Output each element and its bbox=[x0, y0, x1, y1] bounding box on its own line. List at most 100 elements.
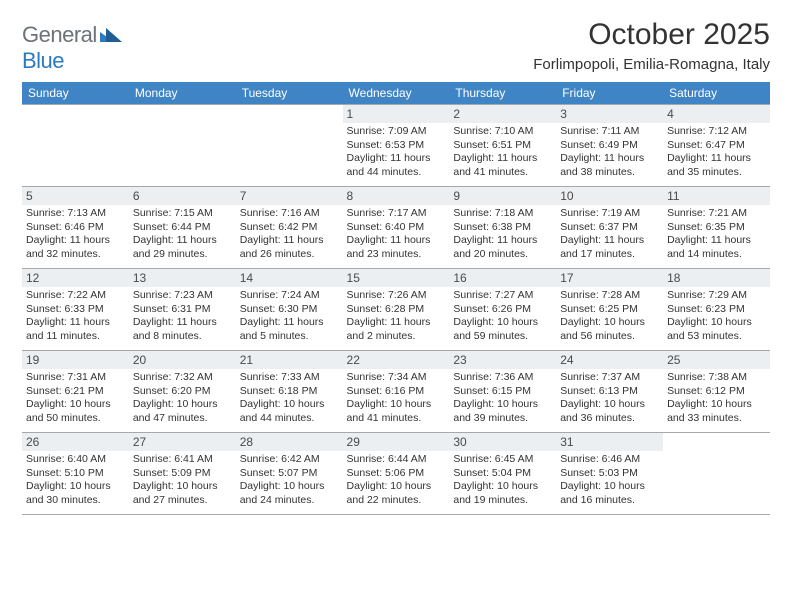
sunrise-text: Sunrise: 7:34 AM bbox=[347, 371, 446, 385]
day-info: Sunrise: 7:10 AMSunset: 6:51 PMDaylight:… bbox=[453, 125, 552, 180]
sunrise-text: Sunrise: 7:32 AM bbox=[133, 371, 232, 385]
sunrise-text: Sunrise: 7:31 AM bbox=[26, 371, 125, 385]
week-row: 5Sunrise: 7:13 AMSunset: 6:46 PMDaylight… bbox=[22, 187, 770, 269]
day-cell: 7Sunrise: 7:16 AMSunset: 6:42 PMDaylight… bbox=[236, 187, 343, 269]
day-header-fri: Friday bbox=[556, 82, 663, 105]
day-cell: 28Sunrise: 6:42 AMSunset: 5:07 PMDayligh… bbox=[236, 433, 343, 515]
sunset-text: Sunset: 5:09 PM bbox=[133, 467, 232, 481]
day-info: Sunrise: 6:44 AMSunset: 5:06 PMDaylight:… bbox=[347, 453, 446, 508]
sunrise-text: Sunrise: 7:12 AM bbox=[667, 125, 766, 139]
sunset-text: Sunset: 6:15 PM bbox=[453, 385, 552, 399]
sunrise-text: Sunrise: 6:42 AM bbox=[240, 453, 339, 467]
day-info: Sunrise: 7:17 AMSunset: 6:40 PMDaylight:… bbox=[347, 207, 446, 262]
daylight-text: Daylight: 10 hours and 39 minutes. bbox=[453, 398, 552, 425]
day-cell: 22Sunrise: 7:34 AMSunset: 6:16 PMDayligh… bbox=[343, 351, 450, 433]
day-cell: 16 Sunrise: 7:27 AMSunset: 6:26 PMDayligh… bbox=[449, 269, 556, 351]
sunset-text: Sunset: 6:12 PM bbox=[667, 385, 766, 399]
day-info: Sunrise: 7:21 AMSunset: 6:35 PMDaylight:… bbox=[667, 207, 766, 262]
sunset-text: Sunset: 6:25 PM bbox=[560, 303, 659, 317]
day-cell: 3Sunrise: 7:11 AMSunset: 6:49 PMDaylight… bbox=[556, 105, 663, 187]
day-cell: 18Sunrise: 7:29 AMSunset: 6:23 PMDayligh… bbox=[663, 269, 770, 351]
day-header-thu: Thursday bbox=[449, 82, 556, 105]
day-info: Sunrise: 7:23 AMSunset: 6:31 PMDaylight:… bbox=[133, 289, 232, 344]
sunrise-text: Sunrise: 7:19 AM bbox=[560, 207, 659, 221]
daylight-text: Daylight: 11 hours and 5 minutes. bbox=[240, 316, 339, 343]
day-info: Sunrise: 7:22 AMSunset: 6:33 PMDaylight:… bbox=[26, 289, 125, 344]
day-cell: 17Sunrise: 7:28 AMSunset: 6:25 PMDayligh… bbox=[556, 269, 663, 351]
day-cell: 13Sunrise: 7:23 AMSunset: 6:31 PMDayligh… bbox=[129, 269, 236, 351]
sunset-text: Sunset: 6:33 PM bbox=[26, 303, 125, 317]
calendar-table: Sunday Monday Tuesday Wednesday Thursday… bbox=[22, 82, 770, 515]
day-cell: 23Sunrise: 7:36 AMSunset: 6:15 PMDayligh… bbox=[449, 351, 556, 433]
day-cell bbox=[22, 105, 129, 187]
sunrise-text: Sunrise: 7:36 AM bbox=[453, 371, 552, 385]
sunrise-text: Sunrise: 7:29 AM bbox=[667, 289, 766, 303]
sunset-text: Sunset: 6:18 PM bbox=[240, 385, 339, 399]
sunrise-text: Sunrise: 7:27 AM bbox=[453, 289, 552, 303]
sunrise-text: Sunrise: 7:33 AM bbox=[240, 371, 339, 385]
day-info: Sunrise: 7:29 AMSunset: 6:23 PMDaylight:… bbox=[667, 289, 766, 344]
weeks-body: 1Sunrise: 7:09 AMSunset: 6:53 PMDaylight… bbox=[22, 105, 770, 515]
day-header-sun: Sunday bbox=[22, 82, 129, 105]
day-info: Sunrise: 7:27 AMSunset: 6:26 PMDaylight:… bbox=[453, 289, 552, 344]
daylight-text: Daylight: 11 hours and 44 minutes. bbox=[347, 152, 446, 179]
sunrise-text: Sunrise: 7:22 AM bbox=[26, 289, 125, 303]
day-info: Sunrise: 6:41 AMSunset: 5:09 PMDaylight:… bbox=[133, 453, 232, 508]
sunset-text: Sunset: 5:03 PM bbox=[560, 467, 659, 481]
day-info: Sunrise: 7:12 AMSunset: 6:47 PMDaylight:… bbox=[667, 125, 766, 180]
day-info: Sunrise: 7:26 AMSunset: 6:28 PMDaylight:… bbox=[347, 289, 446, 344]
day-number: 10 bbox=[556, 187, 663, 205]
daylight-text: Daylight: 10 hours and 59 minutes. bbox=[453, 316, 552, 343]
sunset-text: Sunset: 6:46 PM bbox=[26, 221, 125, 235]
sunset-text: Sunset: 6:47 PM bbox=[667, 139, 766, 153]
day-cell: 14 Sunrise: 7:24 AMSunset: 6:30 PMDayligh… bbox=[236, 269, 343, 351]
day-number: 25 bbox=[663, 351, 770, 369]
day-cell: 6Sunrise: 7:15 AMSunset: 6:44 PMDaylight… bbox=[129, 187, 236, 269]
day-number: 2 bbox=[449, 105, 556, 123]
daylight-text: Daylight: 11 hours and 14 minutes. bbox=[667, 234, 766, 261]
day-number: 8 bbox=[343, 187, 450, 205]
sunrise-text: Sunrise: 7:17 AM bbox=[347, 207, 446, 221]
day-cell: 27Sunrise: 6:41 AMSunset: 5:09 PMDayligh… bbox=[129, 433, 236, 515]
day-info: Sunrise: 7:19 AMSunset: 6:37 PMDaylight:… bbox=[560, 207, 659, 262]
daylight-text: Daylight: 11 hours and 11 minutes. bbox=[26, 316, 125, 343]
logo-triangle-icon bbox=[100, 26, 122, 47]
sunset-text: Sunset: 6:16 PM bbox=[347, 385, 446, 399]
day-info: Sunrise: 7:33 AMSunset: 6:18 PMDaylight:… bbox=[240, 371, 339, 426]
day-cell: 8 Sunrise: 7:17 AMSunset: 6:40 PMDaylight… bbox=[343, 187, 450, 269]
day-number: 9 bbox=[449, 187, 556, 205]
day-number: 6 bbox=[129, 187, 236, 205]
sunrise-text: Sunrise: 7:09 AM bbox=[347, 125, 446, 139]
day-cell: 30Sunrise: 6:45 AMSunset: 5:04 PMDayligh… bbox=[449, 433, 556, 515]
sunset-text: Sunset: 6:40 PM bbox=[347, 221, 446, 235]
sunrise-text: Sunrise: 6:45 AM bbox=[453, 453, 552, 467]
sunset-text: Sunset: 5:10 PM bbox=[26, 467, 125, 481]
day-info: Sunrise: 7:24 AMSunset: 6:30 PMDaylight:… bbox=[240, 289, 339, 344]
day-header-sat: Saturday bbox=[663, 82, 770, 105]
daylight-text: Daylight: 10 hours and 27 minutes. bbox=[133, 480, 232, 507]
day-info: Sunrise: 7:32 AMSunset: 6:20 PMDaylight:… bbox=[133, 371, 232, 426]
daylight-text: Daylight: 11 hours and 26 minutes. bbox=[240, 234, 339, 261]
day-number: 16 bbox=[449, 269, 556, 287]
week-row: 26Sunrise: 6:40 AMSunset: 5:10 PMDayligh… bbox=[22, 433, 770, 515]
week-row: 19Sunrise: 7:31 AMSunset: 6:21 PMDayligh… bbox=[22, 351, 770, 433]
day-number: 31 bbox=[556, 433, 663, 451]
day-number: 5 bbox=[22, 187, 129, 205]
day-cell bbox=[129, 105, 236, 187]
day-cell: 9Sunrise: 7:18 AMSunset: 6:38 PMDaylight… bbox=[449, 187, 556, 269]
sunrise-text: Sunrise: 7:18 AM bbox=[453, 207, 552, 221]
day-number: 17 bbox=[556, 269, 663, 287]
day-number: 1 bbox=[343, 105, 450, 123]
daylight-text: Daylight: 10 hours and 44 minutes. bbox=[240, 398, 339, 425]
sunrise-text: Sunrise: 7:16 AM bbox=[240, 207, 339, 221]
sunrise-text: Sunrise: 7:38 AM bbox=[667, 371, 766, 385]
daylight-text: Daylight: 11 hours and 32 minutes. bbox=[26, 234, 125, 261]
day-cell: 4Sunrise: 7:12 AMSunset: 6:47 PMDaylight… bbox=[663, 105, 770, 187]
sunrise-text: Sunrise: 7:13 AM bbox=[26, 207, 125, 221]
sunset-text: Sunset: 6:28 PM bbox=[347, 303, 446, 317]
daylight-text: Daylight: 10 hours and 53 minutes. bbox=[667, 316, 766, 343]
day-number: 14 bbox=[236, 269, 343, 287]
day-cell: 15Sunrise: 7:26 AMSunset: 6:28 PMDayligh… bbox=[343, 269, 450, 351]
daylight-text: Daylight: 10 hours and 50 minutes. bbox=[26, 398, 125, 425]
day-number: 3 bbox=[556, 105, 663, 123]
